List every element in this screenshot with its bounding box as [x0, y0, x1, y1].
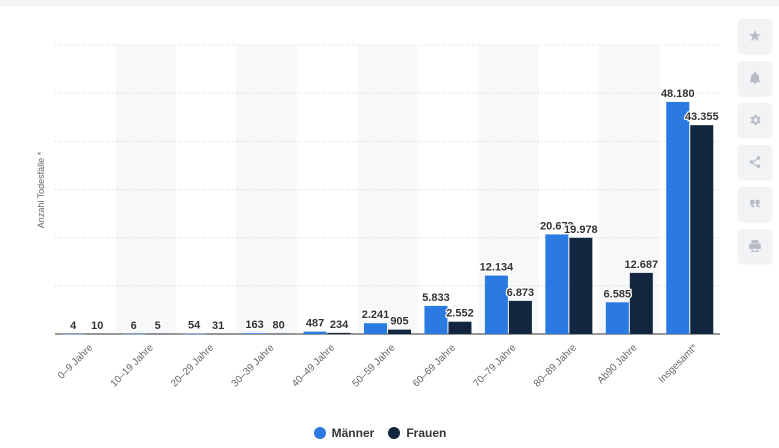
legend-item-frauen[interactable]: Frauen [388, 426, 446, 440]
bar-frauen[interactable] [690, 125, 714, 334]
bar-frauen[interactable] [508, 300, 532, 334]
x-tick-label: 20–29 Jahre [169, 342, 216, 389]
data-label: 2.241 [362, 309, 390, 321]
legend-label-maenner: Männer [331, 426, 375, 440]
data-label: 6.873 [507, 287, 535, 299]
data-label: 5.833 [422, 292, 450, 304]
x-tick-label: 0–9 Jahre [56, 342, 96, 382]
data-label: 48.180 [661, 88, 695, 100]
chart-toolbar [738, 19, 772, 263]
bar-frauen[interactable] [448, 321, 472, 334]
data-label: 12.134 [480, 262, 515, 274]
bar-frauen[interactable] [327, 332, 351, 334]
bar-maenner[interactable] [424, 305, 448, 334]
bar-frauen[interactable] [629, 272, 653, 334]
data-label: 80 [272, 320, 284, 332]
bar-frauen[interactable] [569, 237, 593, 334]
bar-maenner[interactable] [545, 234, 569, 334]
x-tick-label: 70–79 Jahre [471, 342, 518, 389]
data-labels: 4 6 54 163 487 2.241 5.833 12.134 20.673 6.585 48.… [69, 87, 720, 334]
print-icon [749, 240, 761, 252]
data-label: 20.673 [540, 220, 574, 232]
favorite-button[interactable] [738, 19, 772, 53]
data-label: 487 [306, 318, 324, 330]
legend-label-frauen: Frauen [406, 426, 447, 440]
category-band [236, 45, 297, 334]
data-label: 234 [330, 319, 349, 331]
bar-maenner[interactable] [484, 275, 508, 334]
bar-maenner[interactable] [605, 302, 629, 334]
bar-frauen[interactable] [206, 333, 230, 335]
bar-maenner[interactable] [122, 333, 146, 335]
cite-button[interactable] [738, 187, 772, 221]
x-tick-label: 40–49 Jahre [290, 342, 337, 389]
x-tick-label: Ab90 Jahre [595, 342, 639, 386]
bar-maenner[interactable] [364, 323, 387, 334]
data-label: 163 [245, 319, 263, 331]
share-button[interactable] [738, 145, 772, 179]
star-icon [749, 30, 761, 42]
legend-dot-frauen [388, 427, 401, 439]
x-tick-label: 50–59 Jahre [351, 342, 398, 389]
gear-icon [750, 114, 761, 126]
data-label: 43.355 [685, 111, 719, 123]
legend-item-maenner[interactable]: Männer [313, 426, 375, 440]
bar-frauen[interactable] [267, 333, 291, 335]
data-label: 6 [131, 320, 137, 332]
bar-frauen[interactable] [85, 333, 109, 335]
legend: Männer Frauen [0, 426, 760, 440]
bar-maenner[interactable] [666, 101, 690, 334]
bar-frauen[interactable] [146, 333, 170, 335]
data-label: 10 [91, 320, 103, 332]
x-tick-label: 80–89 Jahre [532, 342, 579, 389]
data-label: 12.687 [624, 259, 658, 271]
bell-icon [749, 71, 761, 84]
y-axis-label: Anzahl Todesfälle * [36, 151, 46, 229]
x-tick-label: 60–69 Jahre [411, 342, 458, 389]
x-tick-label: 10–19 Jahre [109, 342, 156, 389]
print-button[interactable] [738, 229, 772, 263]
data-label: 905 [390, 316, 408, 328]
bar-frauen[interactable] [388, 329, 411, 334]
data-label: 2.552 [446, 308, 474, 320]
bar-maenner[interactable] [61, 333, 85, 335]
bar-maenner[interactable] [182, 333, 206, 335]
data-label: 6.585 [604, 288, 632, 300]
quote-icon [750, 199, 760, 208]
legend-dot-maenner [313, 427, 326, 439]
share-icon [749, 156, 761, 168]
x-tick-labels: 0–9 Jahre 10–19 Jahre 20–29 Jahre 30–39 Jah… [56, 342, 700, 389]
data-label: 54 [188, 320, 201, 332]
bar-maenner[interactable] [243, 333, 267, 334]
category-band [357, 45, 418, 334]
data-label: 4 [70, 320, 77, 332]
data-label: 19.978 [564, 224, 598, 236]
bars [61, 101, 714, 335]
notification-button[interactable] [738, 61, 772, 95]
data-label: 5 [155, 320, 161, 332]
top-strip [0, 0, 779, 6]
data-label: 31 [212, 320, 224, 332]
x-tick-label: 30–39 Jahre [230, 342, 277, 389]
bar-maenner[interactable] [303, 331, 327, 334]
x-tick-label: Insgesamt* [657, 342, 700, 385]
settings-button[interactable] [738, 103, 772, 137]
